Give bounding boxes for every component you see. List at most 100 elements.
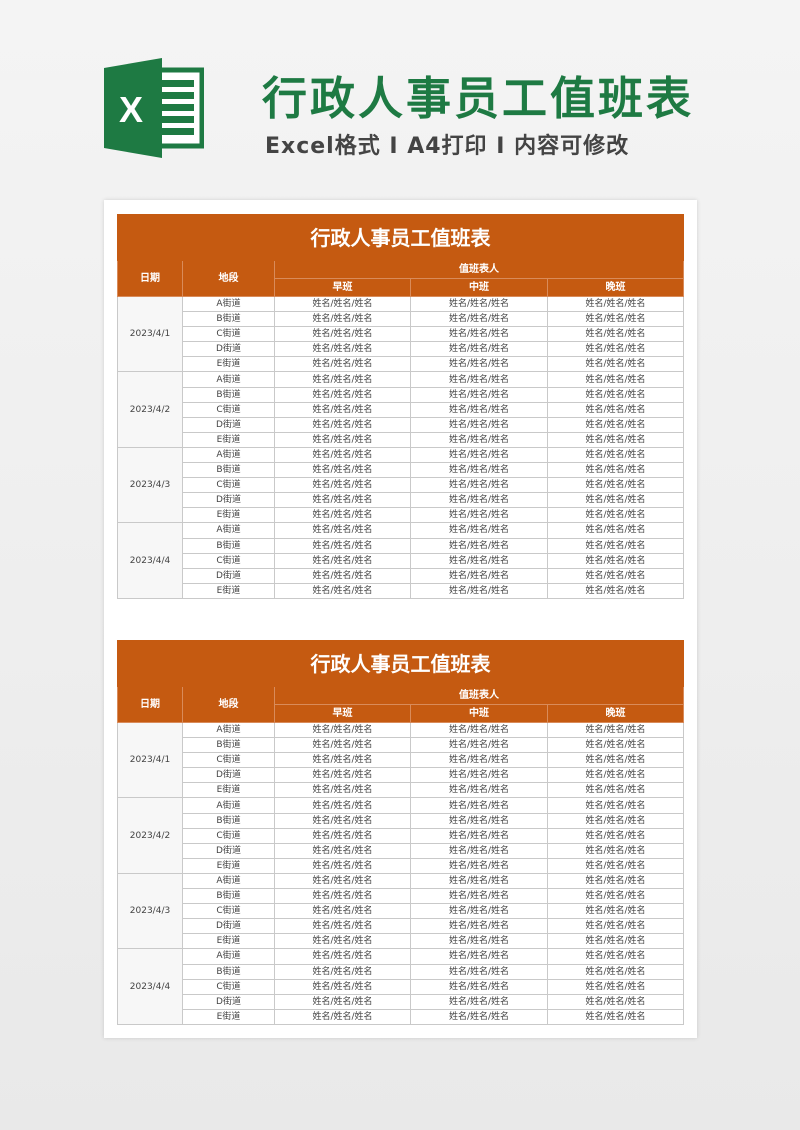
table-row: B街道 姓名/姓名/姓名 姓名/姓名/姓名 姓名/姓名/姓名	[118, 737, 685, 754]
names-cell: 姓名/姓名/姓名	[410, 431, 548, 448]
names-cell: 姓名/姓名/姓名	[274, 903, 411, 920]
table-row: D街道 姓名/姓名/姓名 姓名/姓名/姓名 姓名/姓名/姓名	[118, 993, 685, 1010]
section-cell: A街道	[182, 446, 275, 464]
table-row: 2023/4/2 A街道 姓名/姓名/姓名 姓名/姓名/姓名 姓名/姓名/姓名	[117, 371, 685, 448]
table-row: C街道 姓名/姓名/姓名 姓名/姓名/姓名 姓名/姓名/姓名	[118, 903, 685, 920]
date-cell: 2023/4/4	[117, 522, 183, 599]
names-cell: 姓名/姓名/姓名	[274, 857, 411, 874]
table-row: 2023/4/1 A街道 姓名/姓名/姓名 姓名/姓名/姓名 姓名/姓名/姓名	[117, 295, 685, 373]
names-cell: 姓名/姓名/姓名	[410, 963, 548, 980]
names-cell: 姓名/姓名/姓名	[274, 948, 411, 965]
section-cell: A街道	[182, 721, 275, 739]
section-cell: D街道	[182, 767, 275, 784]
header-shift: 中班	[410, 278, 548, 297]
header-shift: 晚班	[546, 278, 685, 297]
names-cell: 姓名/姓名/姓名	[274, 295, 411, 313]
names-cell: 姓名/姓名/姓名	[274, 356, 411, 373]
names-cell: 姓名/姓名/姓名	[410, 918, 548, 935]
names-cell: 姓名/姓名/姓名	[410, 401, 548, 418]
table-row: B街道 姓名/姓名/姓名 姓名/姓名/姓名 姓名/姓名/姓名	[118, 311, 685, 328]
header-shift: 中班	[410, 704, 548, 723]
names-cell: 姓名/姓名/姓名	[546, 311, 685, 328]
table-row: C街道 姓名/姓名/姓名 姓名/姓名/姓名 姓名/姓名/姓名	[118, 477, 685, 494]
names-cell: 姓名/姓名/姓名	[410, 782, 548, 799]
names-cell: 姓名/姓名/姓名	[274, 918, 411, 935]
section-cell: C街道	[182, 326, 275, 343]
section-cell: E街道	[182, 356, 275, 373]
table-row: D街道 姓名/姓名/姓名 姓名/姓名/姓名 姓名/姓名/姓名	[118, 767, 685, 784]
section-cell: B街道	[182, 737, 275, 754]
names-cell: 姓名/姓名/姓名	[546, 963, 685, 980]
names-cell: 姓名/姓名/姓名	[410, 371, 548, 388]
names-cell: 姓名/姓名/姓名	[274, 993, 411, 1010]
section-cell: E街道	[182, 507, 275, 524]
names-cell: 姓名/姓名/姓名	[274, 752, 411, 769]
header-shift: 早班	[274, 278, 411, 297]
section-cell: B街道	[182, 386, 275, 403]
names-cell: 姓名/姓名/姓名	[410, 933, 548, 950]
section-cell: E街道	[182, 431, 275, 448]
section-cell: E街道	[182, 582, 275, 599]
names-cell: 姓名/姓名/姓名	[410, 827, 548, 844]
names-cell: 姓名/姓名/姓名	[546, 1008, 685, 1025]
names-cell: 姓名/姓名/姓名	[546, 782, 685, 799]
header-section: 地段	[182, 686, 275, 723]
section-cell: E街道	[182, 933, 275, 950]
names-cell: 姓名/姓名/姓名	[274, 341, 411, 358]
names-cell: 姓名/姓名/姓名	[274, 812, 411, 829]
names-cell: 姓名/姓名/姓名	[274, 311, 411, 328]
names-cell: 姓名/姓名/姓名	[546, 933, 685, 950]
section-cell: B街道	[182, 812, 275, 829]
section-cell: B街道	[182, 888, 275, 905]
section-cell: D街道	[182, 416, 275, 433]
table-row: 2023/4/3 A街道 姓名/姓名/姓名 姓名/姓名/姓名 姓名/姓名/姓名	[117, 446, 685, 524]
names-cell: 姓名/姓名/姓名	[410, 767, 548, 784]
table-row: B街道 姓名/姓名/姓名 姓名/姓名/姓名 姓名/姓名/姓名	[118, 462, 685, 479]
section-cell: A街道	[182, 295, 275, 313]
names-cell: 姓名/姓名/姓名	[410, 903, 548, 920]
names-cell: 姓名/姓名/姓名	[274, 933, 411, 950]
section-cell: A街道	[182, 522, 275, 539]
names-cell: 姓名/姓名/姓名	[410, 872, 548, 890]
names-cell: 姓名/姓名/姓名	[546, 552, 685, 569]
table-row: B街道 姓名/姓名/姓名 姓名/姓名/姓名 姓名/姓名/姓名	[118, 888, 685, 905]
section-cell: D街道	[182, 918, 275, 935]
names-cell: 姓名/姓名/姓名	[546, 431, 685, 448]
date-cell: 2023/4/2	[117, 797, 183, 874]
names-cell: 姓名/姓名/姓名	[410, 567, 548, 584]
names-cell: 姓名/姓名/姓名	[410, 386, 548, 403]
names-cell: 姓名/姓名/姓名	[410, 721, 548, 739]
names-cell: 姓名/姓名/姓名	[410, 812, 548, 829]
names-cell: 姓名/姓名/姓名	[546, 446, 685, 464]
table-title: 行政人事员工值班表	[116, 214, 685, 261]
section-cell: D街道	[182, 567, 275, 584]
names-cell: 姓名/姓名/姓名	[274, 386, 411, 403]
section-cell: B街道	[182, 963, 275, 980]
names-cell: 姓名/姓名/姓名	[410, 341, 548, 358]
section-cell: A街道	[182, 872, 275, 890]
names-cell: 姓名/姓名/姓名	[410, 537, 548, 554]
names-cell: 姓名/姓名/姓名	[546, 477, 685, 494]
table-row: 2023/4/3 A街道 姓名/姓名/姓名 姓名/姓名/姓名 姓名/姓名/姓名	[117, 872, 685, 950]
names-cell: 姓名/姓名/姓名	[410, 522, 548, 539]
names-cell: 姓名/姓名/姓名	[410, 797, 548, 814]
names-cell: 姓名/姓名/姓名	[546, 371, 685, 388]
names-cell: 姓名/姓名/姓名	[546, 341, 685, 358]
names-cell: 姓名/姓名/姓名	[274, 797, 411, 814]
section-cell: C街道	[182, 401, 275, 418]
table-row: C街道 姓名/姓名/姓名 姓名/姓名/姓名 姓名/姓名/姓名	[118, 401, 685, 418]
names-cell: 姓名/姓名/姓名	[410, 295, 548, 313]
table-row: E街道 姓名/姓名/姓名 姓名/姓名/姓名 姓名/姓名/姓名	[118, 933, 685, 950]
table-row: B街道 姓名/姓名/姓名 姓名/姓名/姓名 姓名/姓名/姓名	[118, 386, 685, 403]
names-cell: 姓名/姓名/姓名	[274, 827, 411, 844]
table-row: C街道 姓名/姓名/姓名 姓名/姓名/姓名 姓名/姓名/姓名	[118, 827, 685, 844]
table-row: E街道 姓名/姓名/姓名 姓名/姓名/姓名 姓名/姓名/姓名	[118, 782, 685, 799]
excel-logo-icon: X	[104, 58, 204, 158]
table-row: E街道 姓名/姓名/姓名 姓名/姓名/姓名 姓名/姓名/姓名	[118, 582, 685, 599]
table-title: 行政人事员工值班表	[116, 640, 685, 687]
names-cell: 姓名/姓名/姓名	[410, 446, 548, 464]
section-cell: B街道	[182, 462, 275, 479]
names-cell: 姓名/姓名/姓名	[274, 431, 411, 448]
header-duty-group: 值班表人	[273, 686, 685, 705]
table-row: D街道 姓名/姓名/姓名 姓名/姓名/姓名 姓名/姓名/姓名	[118, 567, 685, 584]
